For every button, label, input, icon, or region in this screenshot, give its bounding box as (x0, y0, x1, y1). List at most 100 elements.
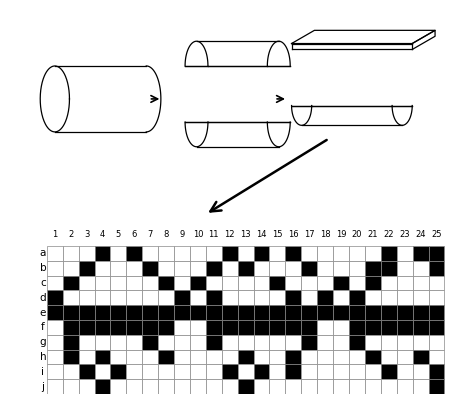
Bar (254, 305, 270, 320)
Bar (142, 379, 158, 394)
Bar (238, 246, 254, 261)
Bar (174, 276, 190, 291)
Text: 18: 18 (320, 230, 330, 240)
Bar (270, 320, 286, 335)
Bar (174, 261, 190, 276)
Bar (317, 335, 333, 349)
Bar (95, 305, 111, 320)
Bar (47, 379, 63, 394)
Bar (365, 276, 381, 291)
Bar (111, 365, 126, 379)
Bar (381, 246, 397, 261)
Bar (206, 365, 222, 379)
Bar (222, 365, 238, 379)
Bar (254, 379, 270, 394)
Bar (126, 291, 142, 305)
Bar (79, 349, 95, 365)
Bar (301, 320, 317, 335)
Bar (206, 291, 222, 305)
Bar (254, 349, 270, 365)
Bar (365, 335, 381, 349)
Bar (333, 335, 349, 349)
Bar (413, 261, 429, 276)
Bar (47, 291, 63, 305)
Bar (158, 246, 174, 261)
Bar (174, 349, 190, 365)
Bar (111, 291, 126, 305)
Bar (158, 261, 174, 276)
Bar (95, 365, 111, 379)
Text: e: e (40, 308, 46, 318)
Text: g: g (39, 337, 46, 347)
Bar (206, 379, 222, 394)
Bar (95, 379, 111, 394)
Bar (47, 276, 63, 291)
Bar (286, 349, 301, 365)
Bar (286, 246, 301, 261)
Bar (126, 379, 142, 394)
Bar (317, 379, 333, 394)
Bar (79, 276, 95, 291)
Bar (365, 305, 381, 320)
Bar (397, 246, 413, 261)
Bar (142, 305, 158, 320)
Bar (349, 320, 365, 335)
Bar (333, 261, 349, 276)
Text: 9: 9 (180, 230, 185, 240)
Bar (158, 335, 174, 349)
Bar (142, 349, 158, 365)
Bar (429, 365, 445, 379)
Bar (126, 305, 142, 320)
Bar (365, 246, 381, 261)
Bar (206, 305, 222, 320)
Bar (126, 335, 142, 349)
Bar (333, 349, 349, 365)
Bar (174, 379, 190, 394)
Bar (142, 320, 158, 335)
Bar (413, 291, 429, 305)
Bar (381, 379, 397, 394)
Text: 8: 8 (164, 230, 169, 240)
Bar (79, 246, 95, 261)
Bar (190, 246, 206, 261)
Bar (333, 246, 349, 261)
Text: 5: 5 (116, 230, 121, 240)
Bar (365, 365, 381, 379)
Bar (429, 246, 445, 261)
Bar (317, 349, 333, 365)
Bar (142, 291, 158, 305)
Bar (238, 276, 254, 291)
Bar (63, 305, 79, 320)
Bar (238, 261, 254, 276)
Bar (270, 305, 286, 320)
Bar (254, 261, 270, 276)
Bar (111, 349, 126, 365)
Bar (126, 276, 142, 291)
Bar (413, 305, 429, 320)
Bar (174, 246, 190, 261)
Bar (397, 349, 413, 365)
Bar (254, 365, 270, 379)
Bar (222, 379, 238, 394)
Bar (301, 291, 317, 305)
Bar (47, 261, 63, 276)
Bar (349, 349, 365, 365)
Bar (190, 291, 206, 305)
Bar (158, 349, 174, 365)
Bar (397, 291, 413, 305)
Text: 10: 10 (193, 230, 203, 240)
Bar (397, 276, 413, 291)
Bar (206, 349, 222, 365)
Bar (317, 291, 333, 305)
Bar (222, 261, 238, 276)
Text: a: a (40, 248, 46, 258)
Bar (111, 246, 126, 261)
Bar (349, 365, 365, 379)
Bar (333, 305, 349, 320)
Bar (270, 291, 286, 305)
Bar (333, 276, 349, 291)
Bar (286, 365, 301, 379)
Bar (190, 276, 206, 291)
Bar (429, 276, 445, 291)
Bar (95, 335, 111, 349)
